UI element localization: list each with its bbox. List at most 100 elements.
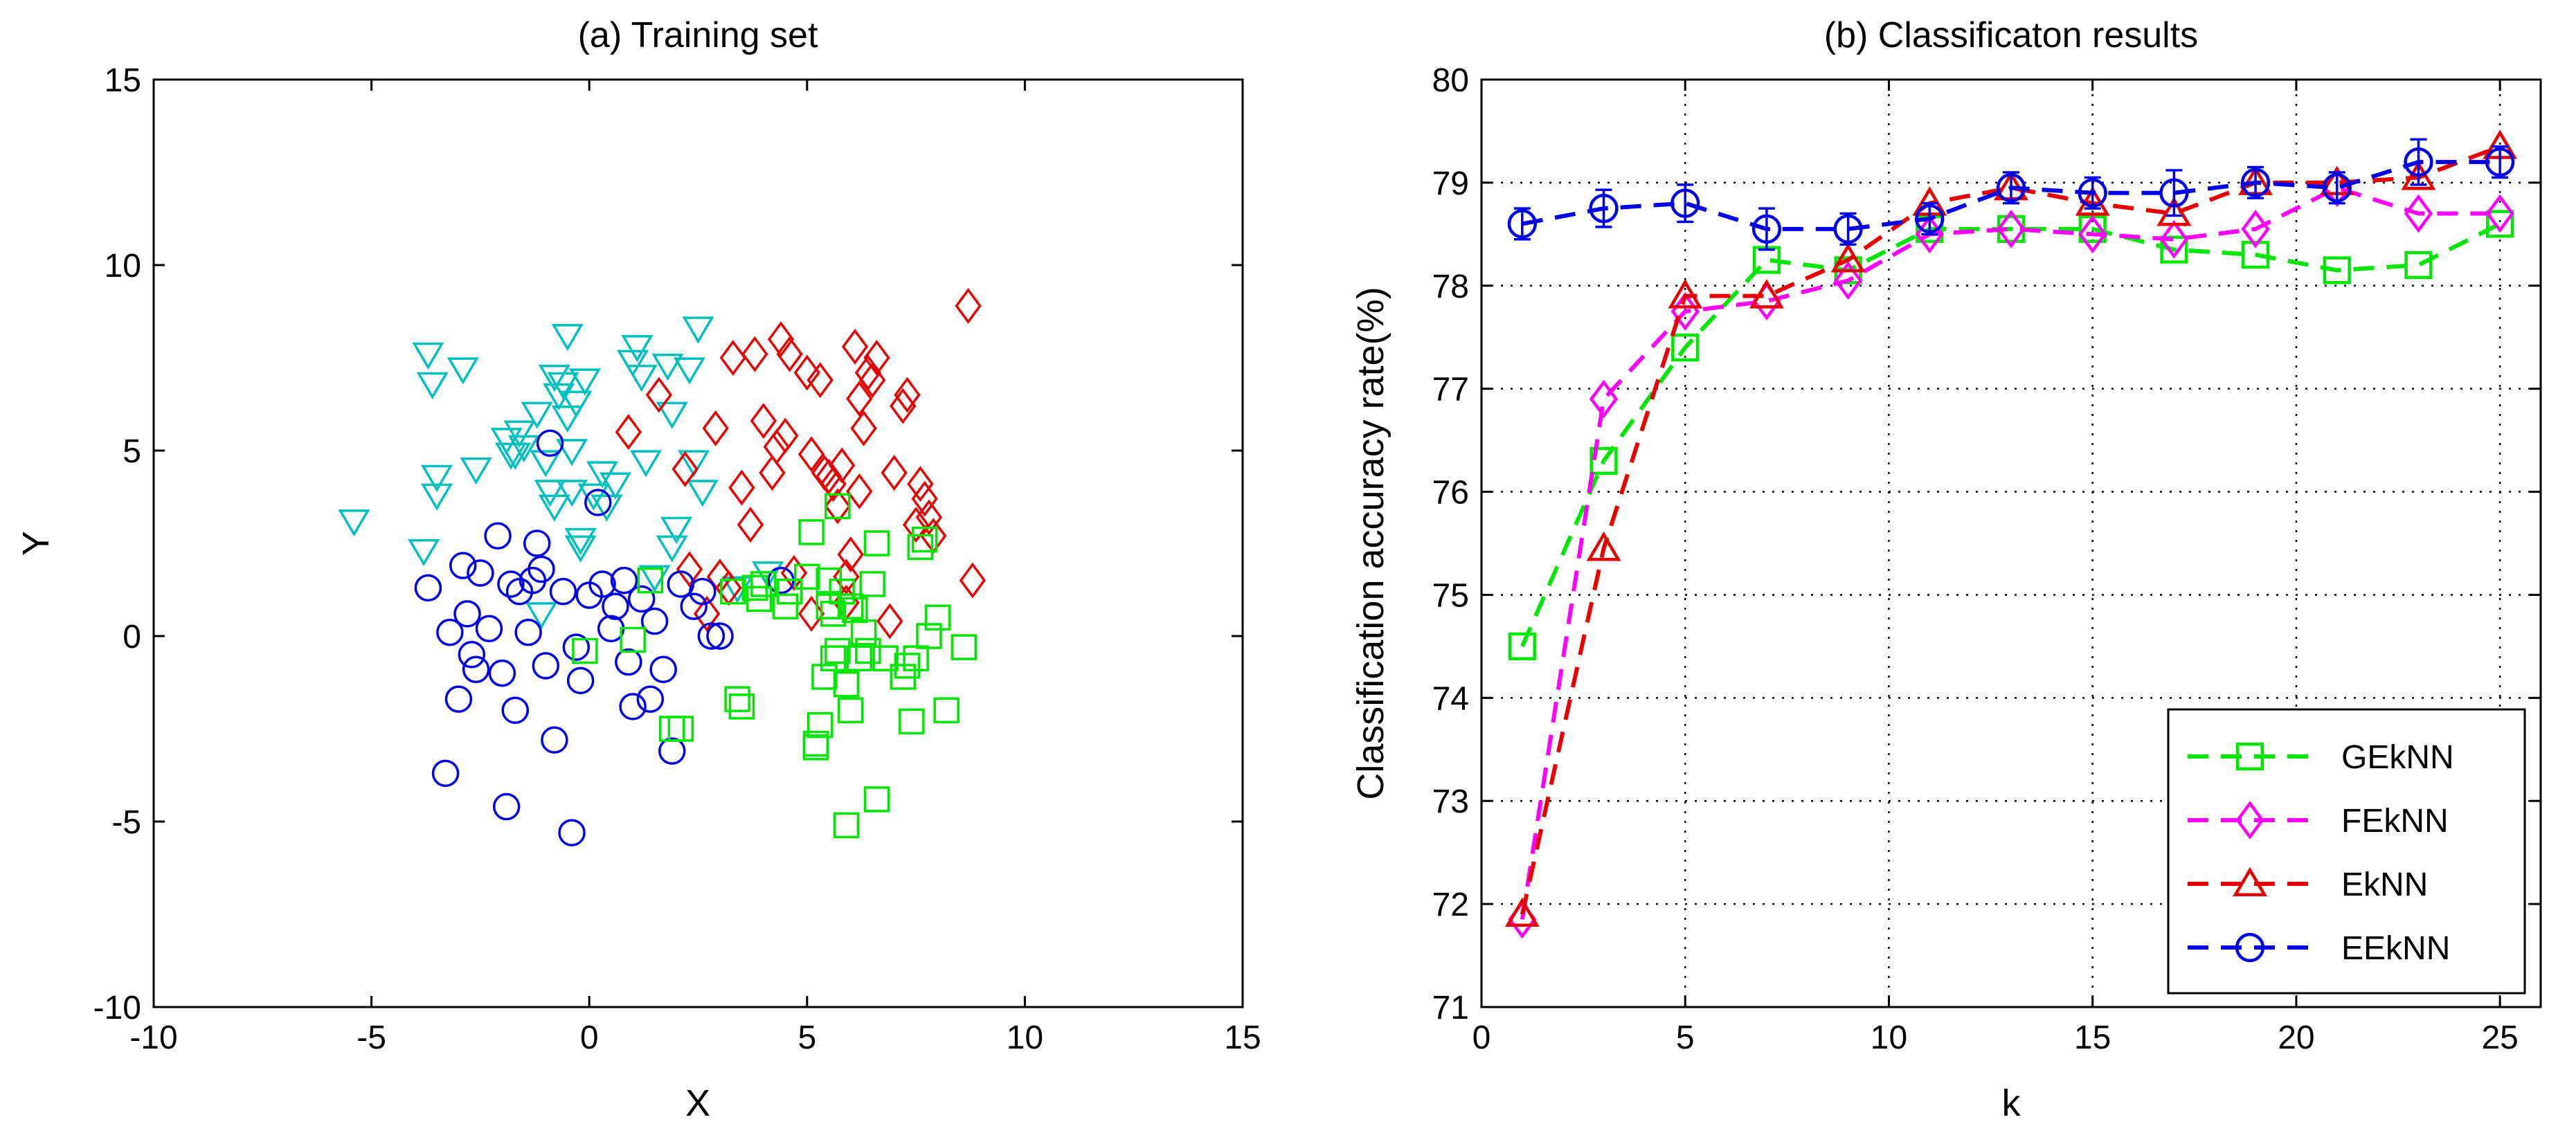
- classification-results-x-label: k: [2002, 1082, 2021, 1124]
- data-point: [660, 516, 693, 545]
- data-point: [763, 428, 790, 465]
- data-point: [798, 519, 825, 545]
- data-point: [1589, 379, 1619, 419]
- data-point: [841, 328, 869, 365]
- data-point: [615, 648, 642, 676]
- data-point: [467, 559, 494, 587]
- data-point: [619, 693, 647, 720]
- data-point: [833, 559, 860, 595]
- data-point: [431, 759, 460, 788]
- data-point: [538, 365, 570, 392]
- data-point: [903, 645, 929, 671]
- data-point: [599, 472, 632, 500]
- data-point: [686, 480, 719, 507]
- error-bar: [2165, 169, 2183, 217]
- data-point: [645, 377, 673, 413]
- data-point: [863, 530, 890, 556]
- series-line: [1520, 144, 2501, 915]
- data-point: [538, 494, 570, 522]
- data-point: [656, 401, 688, 429]
- x-tick-label: -10: [129, 1019, 177, 1056]
- data-point: [750, 571, 777, 597]
- data-point: [907, 466, 934, 502]
- data-point: [625, 365, 658, 392]
- data-point: [636, 685, 665, 713]
- data-point: [1915, 203, 1945, 234]
- data-point: [458, 641, 486, 669]
- data-point: [2486, 210, 2514, 238]
- data-point: [955, 288, 982, 324]
- data-point: [1586, 532, 1621, 561]
- data-point: [649, 655, 677, 683]
- data-point: [2241, 209, 2270, 248]
- classification-results-chart: 0 5 10 15 20 25 71 72 73 74 75 76 77 78 79 80 (b) Class…: [1350, 15, 2542, 1124]
- data-point: [672, 451, 699, 487]
- data-point: [693, 595, 721, 632]
- x-tick-label: 10: [1871, 1019, 1907, 1056]
- data-point: [820, 645, 847, 671]
- data-point: [924, 604, 951, 631]
- data-point: [850, 619, 877, 646]
- legend-item-GEkNN: GEkNN: [2188, 739, 2454, 776]
- data-point: [933, 697, 960, 723]
- data-point: [802, 734, 829, 761]
- data-point: [746, 586, 773, 613]
- data-point: [855, 637, 881, 664]
- legend-marker: [2233, 867, 2267, 896]
- data-point: [894, 377, 921, 413]
- data-point: [1589, 446, 1618, 475]
- data-point: [915, 499, 943, 536]
- data-point: [816, 593, 843, 619]
- data-point: [772, 417, 799, 454]
- data-point: [673, 357, 705, 385]
- data-point: [1830, 243, 1866, 273]
- data-point: [872, 645, 899, 671]
- y-tick-label: 10: [105, 248, 141, 284]
- y-tick-label: 73: [1432, 783, 1469, 820]
- data-point: [1589, 193, 1619, 224]
- y-tick-label: 0: [123, 619, 141, 655]
- data-point: [2078, 178, 2107, 208]
- data-point: [656, 535, 688, 563]
- data-point: [2156, 197, 2192, 226]
- data-point: [890, 388, 917, 424]
- data-point: [829, 578, 855, 605]
- data-point: [2485, 147, 2515, 177]
- training-set-title: (a) Training set: [578, 15, 818, 55]
- data-point: [501, 696, 529, 724]
- data-point: [408, 538, 440, 567]
- data-point: [555, 439, 588, 466]
- legend: GEkNN FEkNN EkNN EEkNN: [2167, 708, 2526, 995]
- x-tick-label: -5: [357, 1019, 386, 1056]
- data-point: [902, 507, 930, 543]
- data-point: [911, 526, 938, 553]
- data-point: [488, 659, 516, 687]
- data-point: [916, 623, 942, 649]
- data-point: [846, 381, 873, 417]
- x-tick-label: 5: [1676, 1019, 1695, 1056]
- data-point: [484, 522, 512, 550]
- y-tick-label: 75: [1432, 577, 1469, 614]
- data-point: [615, 414, 642, 451]
- series-class-1: [338, 316, 784, 630]
- data-point: [551, 406, 584, 433]
- data-point: [1507, 209, 1537, 239]
- series-EEkNN: [1507, 138, 2515, 251]
- legend-label: EkNN: [2341, 867, 2428, 903]
- classification-results-y-label: Classification accuracy rate(%): [1350, 287, 1391, 799]
- series-class-4: [572, 493, 978, 839]
- data-point: [737, 507, 764, 543]
- data-point: [2404, 147, 2433, 177]
- training-set-y-label: Y: [15, 531, 57, 556]
- data-point: [558, 819, 586, 846]
- data-point: [828, 447, 856, 484]
- data-point: [528, 555, 555, 583]
- data-point: [584, 489, 612, 516]
- data-point: [532, 652, 560, 680]
- y-tick-label: -10: [93, 990, 141, 1026]
- y-tick-label: 80: [1432, 62, 1469, 99]
- data-point: [833, 812, 860, 839]
- data-point: [1997, 209, 2026, 248]
- data-point: [825, 493, 851, 520]
